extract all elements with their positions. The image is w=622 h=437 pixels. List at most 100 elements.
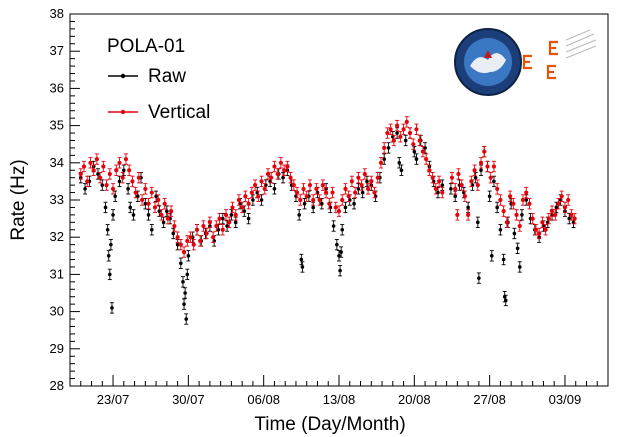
data-point <box>149 227 154 232</box>
data-point <box>453 186 458 191</box>
data-point <box>337 254 341 258</box>
data-point <box>520 197 526 203</box>
data-point <box>498 197 503 203</box>
data-point <box>133 190 138 195</box>
data-point <box>340 197 345 203</box>
data-point <box>299 257 304 262</box>
data-point <box>489 254 494 258</box>
data-point <box>146 201 151 206</box>
data-point <box>103 205 108 210</box>
legend-label-raw: Raw <box>148 66 186 87</box>
data-point <box>156 197 161 203</box>
data-point <box>487 194 492 199</box>
data-point <box>369 179 374 184</box>
data-point <box>178 242 183 247</box>
data-point <box>101 164 106 169</box>
data-point <box>252 183 258 188</box>
data-point <box>265 171 271 177</box>
data-point <box>477 276 481 280</box>
x-tick-label: 03/09 <box>549 392 582 407</box>
data-point <box>111 213 115 217</box>
data-point <box>127 168 132 173</box>
data-point <box>385 130 390 136</box>
data-point <box>311 197 316 203</box>
data-point <box>165 216 171 221</box>
y-tick-label: 38 <box>50 6 64 21</box>
data-point <box>433 186 438 191</box>
data-point <box>100 183 105 187</box>
data-point <box>128 205 133 210</box>
data-point <box>165 209 169 213</box>
data-point <box>113 194 117 199</box>
data-point <box>281 175 285 180</box>
data-point <box>152 205 158 210</box>
data-point <box>123 156 129 162</box>
data-point <box>336 209 342 214</box>
data-point <box>475 183 480 188</box>
data-point <box>117 179 122 184</box>
data-point <box>365 179 369 184</box>
data-point <box>181 280 185 284</box>
data-point <box>459 183 464 188</box>
data-point <box>149 190 154 195</box>
data-point <box>81 164 87 169</box>
data-point <box>184 317 189 321</box>
y-tick-label: 30 <box>50 304 64 319</box>
y-tick-label: 28 <box>50 378 64 393</box>
data-point <box>233 220 238 225</box>
data-point <box>356 187 361 191</box>
data-point <box>96 172 100 176</box>
data-point <box>217 216 222 221</box>
data-point <box>399 168 404 173</box>
x-tick-label: 23/07 <box>97 392 130 407</box>
plot-area <box>78 116 577 325</box>
data-point <box>327 201 332 206</box>
y-tick-label: 29 <box>50 341 64 356</box>
data-point <box>362 171 367 177</box>
eee-logo <box>522 29 597 80</box>
data-point <box>372 190 377 195</box>
data-point <box>135 194 140 199</box>
data-point <box>91 168 96 173</box>
data-point <box>117 160 122 165</box>
data-point <box>285 164 290 169</box>
data-point <box>275 171 280 177</box>
data-point <box>440 183 445 187</box>
data-point <box>495 205 499 210</box>
data-point <box>282 168 287 173</box>
data-point <box>242 209 247 213</box>
data-point <box>269 175 274 180</box>
data-point <box>440 190 445 195</box>
data-point <box>220 216 225 221</box>
y-tick-label: 32 <box>50 229 64 244</box>
x-tick-label: 27/08 <box>473 392 506 407</box>
data-point <box>412 149 417 154</box>
data-point <box>430 175 435 180</box>
data-point <box>108 272 112 277</box>
data-point <box>236 197 242 203</box>
data-point <box>304 194 309 199</box>
data-point <box>556 201 561 206</box>
data-point <box>492 179 496 184</box>
data-point <box>524 198 529 202</box>
data-point <box>346 194 351 199</box>
data-point <box>323 190 329 195</box>
data-point <box>540 220 545 225</box>
data-point <box>491 164 497 169</box>
data-point <box>533 227 539 232</box>
data-point <box>220 227 225 232</box>
x-axis: 23/07 30/07 06/08 13/08 20/08 27/08 03/09 <box>80 375 598 407</box>
data-point <box>403 138 408 143</box>
data-point <box>249 190 254 195</box>
data-point <box>198 238 203 244</box>
data-point <box>85 179 90 184</box>
data-point <box>181 249 187 255</box>
x-tick-label: 06/08 <box>247 392 280 407</box>
data-point <box>182 302 186 306</box>
data-point <box>520 213 524 217</box>
data-point <box>130 179 135 184</box>
data-point <box>417 138 422 143</box>
data-point <box>479 168 483 173</box>
data-point <box>423 146 427 150</box>
